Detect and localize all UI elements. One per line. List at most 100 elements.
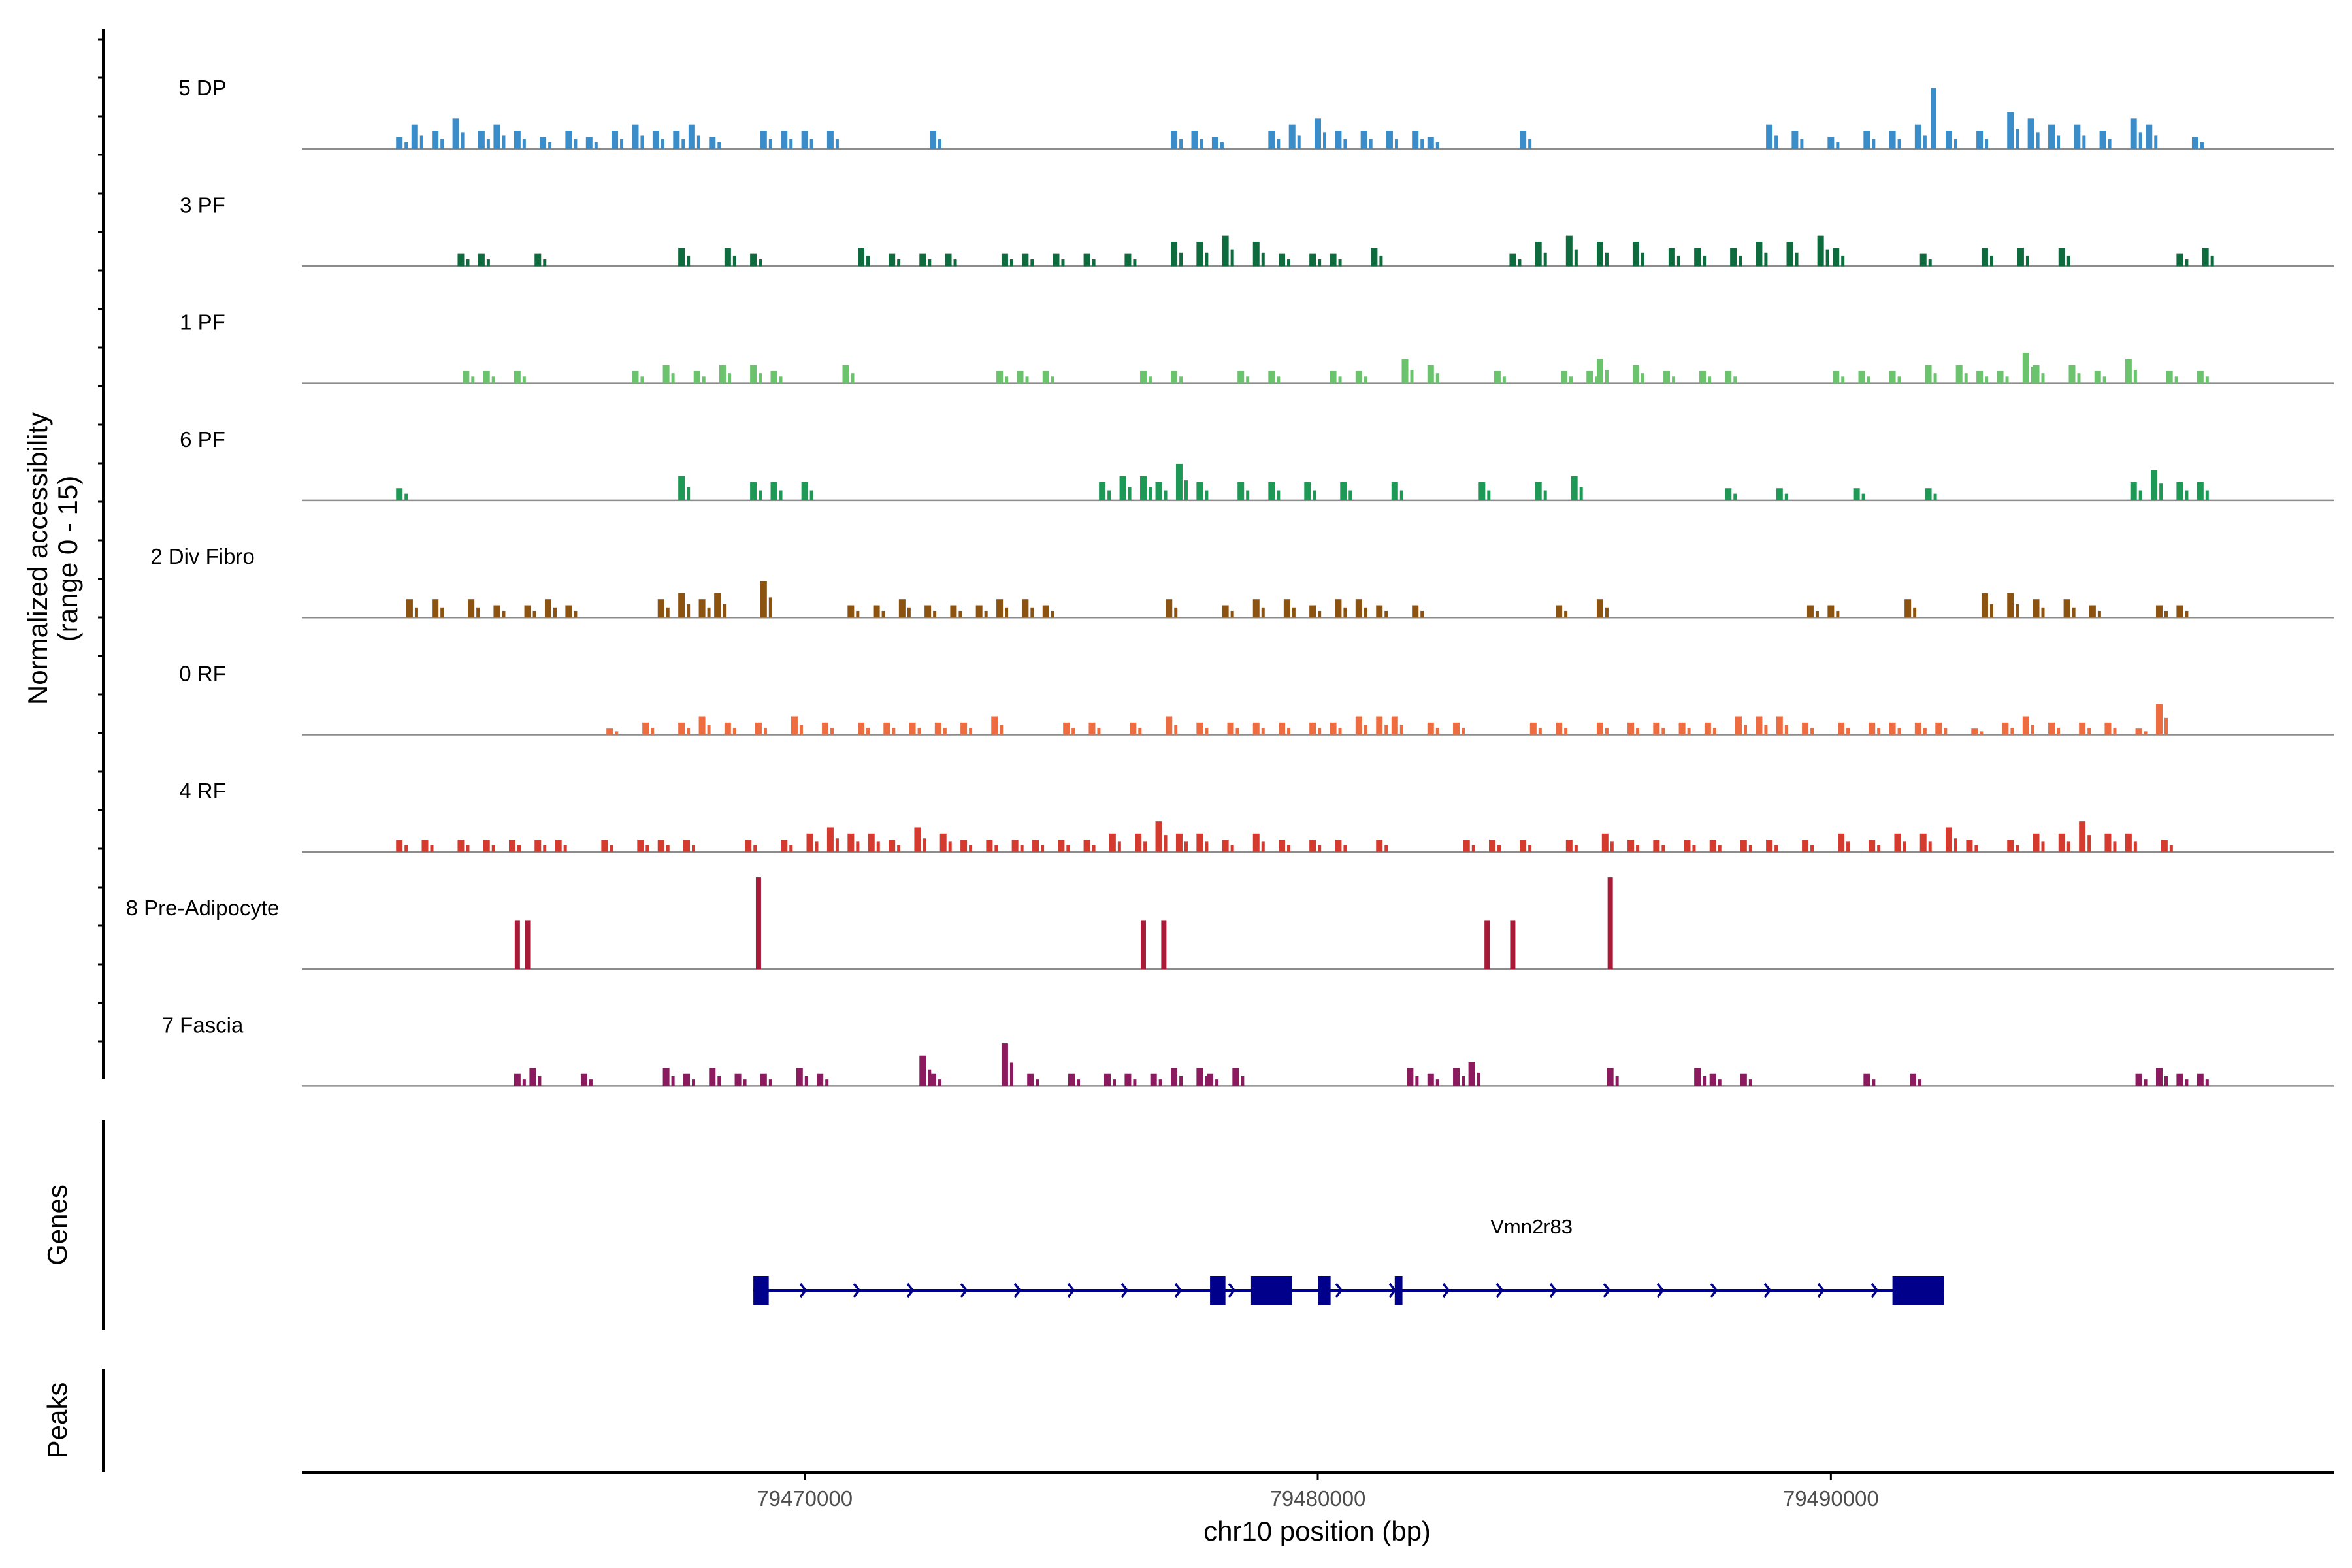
coverage-peak (1520, 840, 1527, 852)
coverage-shoulder (610, 845, 613, 852)
coverage-shoulder (687, 487, 691, 500)
coverage-peak (1022, 599, 1029, 618)
coverage-shoulder (2057, 728, 2061, 735)
coverage-peak (514, 131, 521, 149)
coverage-peak (632, 124, 639, 149)
coverage-peak (1042, 605, 1049, 618)
coverage-shoulder (907, 607, 911, 618)
coverage-shoulder (727, 373, 731, 384)
coverage-peak (1237, 482, 1245, 500)
strand-arrow (1120, 1282, 1129, 1298)
coverage-shoulder (1518, 259, 1522, 267)
coverage-peak (755, 722, 762, 735)
coverage-peak (1391, 482, 1398, 500)
coverage-peak (1478, 482, 1486, 500)
coverage-shoulder (471, 376, 475, 384)
coverage-shoulder (1318, 259, 1322, 267)
coverage-shoulder (1220, 142, 1224, 149)
coverage-shoulder (2138, 132, 2142, 149)
coverage-shoulder (1564, 610, 1568, 618)
coverage-peak (1171, 131, 1178, 149)
coverage-shoulder (1138, 728, 1142, 735)
coverage-shoulder (892, 728, 896, 735)
coverage-shoulder (953, 259, 957, 267)
coverage-shoulder (1364, 376, 1367, 384)
coverage-peak (714, 593, 721, 618)
coverage-peak (534, 253, 542, 267)
coverage-peak (1252, 833, 1260, 852)
coverage-peak (1889, 722, 1896, 735)
coverage-shoulder (1462, 728, 1465, 735)
coverage-peak (1627, 722, 1635, 735)
coverage-shoulder (1133, 1079, 1137, 1086)
gene-model (753, 1276, 1944, 1305)
coverage-shoulder (671, 373, 675, 384)
coverage-peak (1412, 131, 1419, 149)
coverage-shoulder (1077, 1079, 1081, 1086)
coverage-shoulder (522, 376, 526, 384)
coverage-peak (1042, 370, 1049, 384)
coverage-shoulder (1036, 1079, 1039, 1086)
coverage-shoulder (1394, 139, 1398, 149)
x-axis-ticks: 79470000 79480000 79490000 (757, 1473, 1879, 1511)
coverage-peak (1910, 1073, 1917, 1086)
coverage-peak (1252, 599, 1260, 618)
coverage-peak (2063, 599, 2070, 618)
coverage-peak (1776, 488, 1783, 500)
coverage-shoulder (2057, 135, 2061, 149)
coverage-shoulder (1989, 604, 1993, 618)
coverage-shoulder (1235, 728, 1239, 735)
coverage-peak (1309, 253, 1316, 267)
coverage-peak (750, 482, 757, 500)
coverage-peak (2191, 137, 2198, 149)
coverage-peak (1730, 248, 1737, 267)
track-3-pf: 3 PF (180, 193, 2334, 267)
coverage-shoulder (1061, 259, 1065, 267)
track-label: 8 Pre-Adipocyte (126, 896, 280, 920)
strand-arrow (906, 1282, 915, 1298)
coverage-peak (1427, 722, 1434, 735)
coverage-shoulder (1564, 728, 1568, 735)
coverage-shoulder (1246, 490, 1250, 500)
coverage-peak (1976, 131, 1984, 149)
coverage-shoulder (779, 490, 783, 500)
coverage-shoulder (2133, 370, 2137, 384)
coverage-peak (724, 248, 731, 267)
coverage-peak (1191, 131, 1198, 149)
coverage-peak (1463, 840, 1470, 852)
coverage-peak (991, 716, 998, 735)
coverage-peak (801, 131, 808, 149)
coverage-shoulder (1897, 728, 1901, 735)
coverage-shoulder (517, 845, 521, 852)
coverage-peak (822, 722, 829, 735)
coverage-shoulder (1230, 610, 1234, 618)
coverage-shoulder (640, 376, 644, 384)
coverage-peak (1684, 840, 1691, 852)
coverage-shoulder (789, 845, 793, 852)
coverage-peak (1288, 124, 1296, 149)
gene-exon (1250, 1276, 1292, 1305)
gene-exon (1210, 1276, 1226, 1305)
coverage-peak (1022, 253, 1029, 267)
coverage-shoulder (2205, 376, 2209, 384)
coverage-shoulder (1897, 376, 1901, 384)
coverage-peak (1309, 605, 1316, 618)
coverage-shoulder (1574, 249, 1578, 267)
coverage-peak (1756, 241, 1763, 267)
coverage-shoulder (1205, 841, 1209, 852)
coverage-peak (1063, 722, 1070, 735)
coverage-peak (2176, 253, 2183, 267)
coverage-peak (2022, 352, 2029, 384)
coverage-shoulder (1605, 607, 1609, 618)
coverage-peak (1704, 722, 1711, 735)
coverage-shoulder (2144, 1079, 2148, 1086)
coverage-shoulder (666, 845, 670, 852)
coverage-shoulder (696, 135, 700, 149)
coverage-peak (750, 365, 757, 384)
coverage-peak (950, 605, 957, 618)
strand-arrow (1335, 1282, 1343, 1298)
strand-arrow (1656, 1282, 1665, 1298)
coverage-shoulder (1733, 376, 1737, 384)
track-label: 7 Fascia (162, 1013, 244, 1037)
track-label: 5 DP (178, 76, 226, 100)
